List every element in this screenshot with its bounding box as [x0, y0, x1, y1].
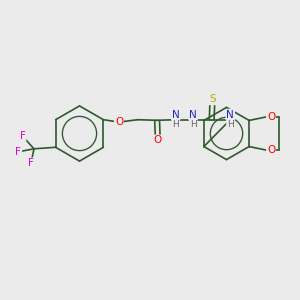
Text: O: O [267, 112, 275, 122]
Text: H: H [227, 120, 234, 129]
Text: F: F [28, 158, 34, 168]
Text: F: F [16, 147, 21, 157]
Text: H: H [190, 120, 196, 129]
Text: S: S [209, 94, 216, 104]
Text: N: N [189, 110, 197, 120]
Text: O: O [154, 135, 162, 146]
Text: F: F [20, 131, 26, 141]
Text: N: N [226, 110, 234, 120]
Text: H: H [172, 120, 179, 129]
Text: O: O [267, 145, 275, 155]
Text: O: O [115, 117, 123, 127]
Text: N: N [172, 110, 180, 120]
